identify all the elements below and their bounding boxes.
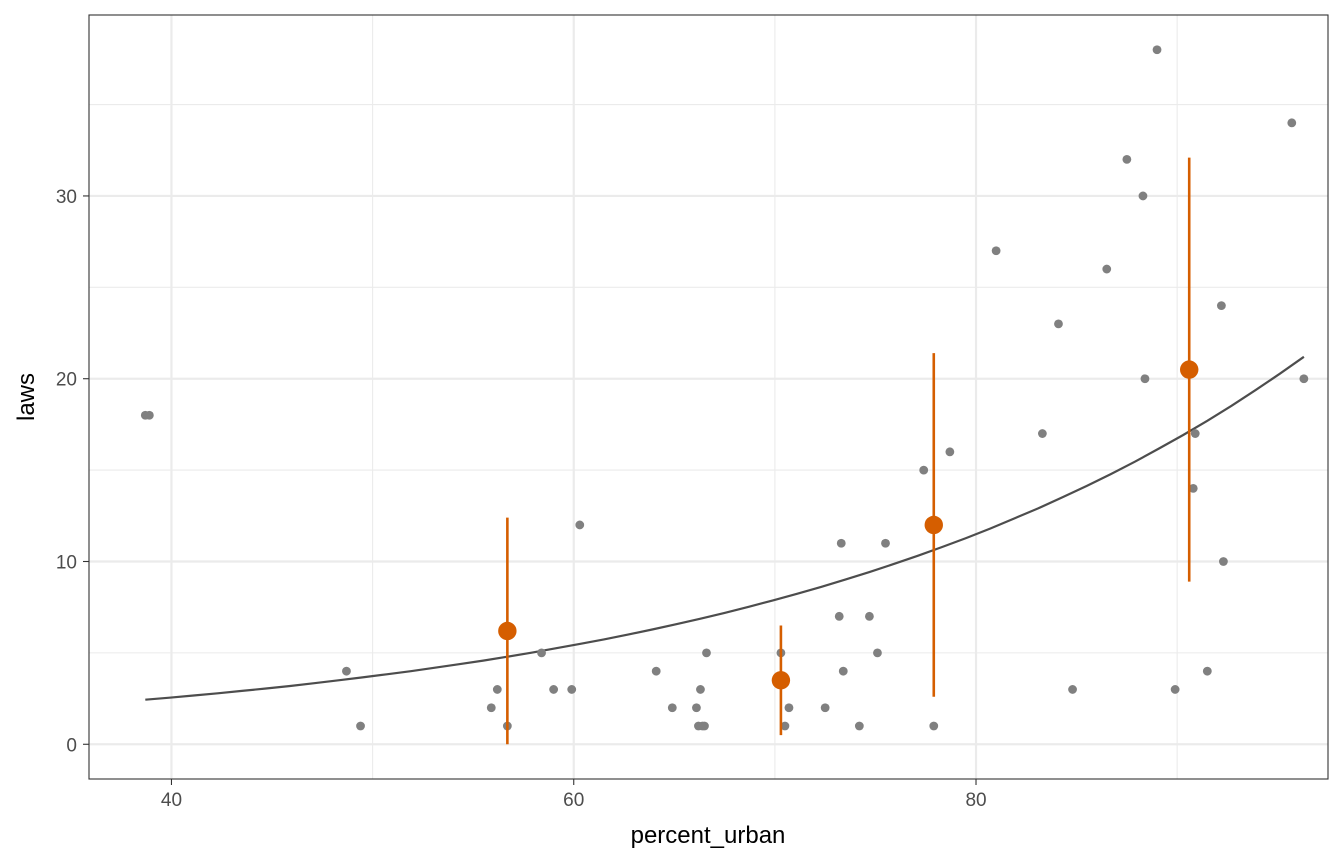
- data-point: [1203, 667, 1212, 676]
- data-point: [356, 722, 365, 731]
- data-point: [1054, 319, 1063, 328]
- binned-mean-point: [772, 671, 790, 689]
- data-point: [945, 447, 954, 456]
- data-point: [1191, 429, 1200, 438]
- data-point: [1102, 265, 1111, 274]
- data-point: [1299, 374, 1308, 383]
- data-point: [700, 722, 709, 731]
- data-point: [652, 667, 661, 676]
- data-point: [145, 411, 154, 420]
- y-tick-label: 10: [56, 552, 77, 573]
- x-axis-title: percent_urban: [631, 822, 786, 849]
- data-point: [1038, 429, 1047, 438]
- data-point: [1068, 685, 1077, 694]
- data-point: [1139, 192, 1148, 201]
- data-point: [487, 703, 496, 712]
- x-tick-label: 80: [965, 790, 986, 811]
- data-point: [537, 648, 546, 657]
- data-point: [493, 685, 502, 694]
- data-point: [342, 667, 351, 676]
- binned-mean-point: [498, 622, 516, 640]
- data-point: [992, 246, 1001, 255]
- binned-mean-point: [1180, 360, 1198, 378]
- data-point: [668, 703, 677, 712]
- data-point: [837, 539, 846, 548]
- data-point: [1287, 118, 1296, 127]
- data-point: [919, 466, 928, 475]
- data-point: [785, 703, 794, 712]
- data-point: [865, 612, 874, 621]
- data-point: [839, 667, 848, 676]
- data-point: [835, 612, 844, 621]
- data-point: [1217, 301, 1226, 310]
- data-point: [567, 685, 576, 694]
- data-point: [549, 685, 558, 694]
- data-point: [1219, 557, 1228, 566]
- data-point: [821, 703, 830, 712]
- y-axis-title: laws: [13, 373, 40, 421]
- y-tick-label: 30: [56, 187, 77, 208]
- binned-mean-point: [925, 516, 943, 534]
- y-tick-label: 20: [56, 370, 77, 391]
- data-point: [1153, 45, 1162, 54]
- data-point: [1141, 374, 1150, 383]
- data-point: [692, 703, 701, 712]
- data-point: [575, 521, 584, 530]
- x-tick-label: 40: [161, 790, 182, 811]
- data-point: [873, 648, 882, 657]
- y-tick-label: 0: [66, 735, 77, 756]
- data-point: [696, 685, 705, 694]
- data-point: [855, 722, 864, 731]
- data-point: [1171, 685, 1180, 694]
- data-point: [702, 648, 711, 657]
- x-tick-label: 60: [563, 790, 584, 811]
- data-point: [1122, 155, 1131, 164]
- data-point: [929, 722, 938, 731]
- data-point: [881, 539, 890, 548]
